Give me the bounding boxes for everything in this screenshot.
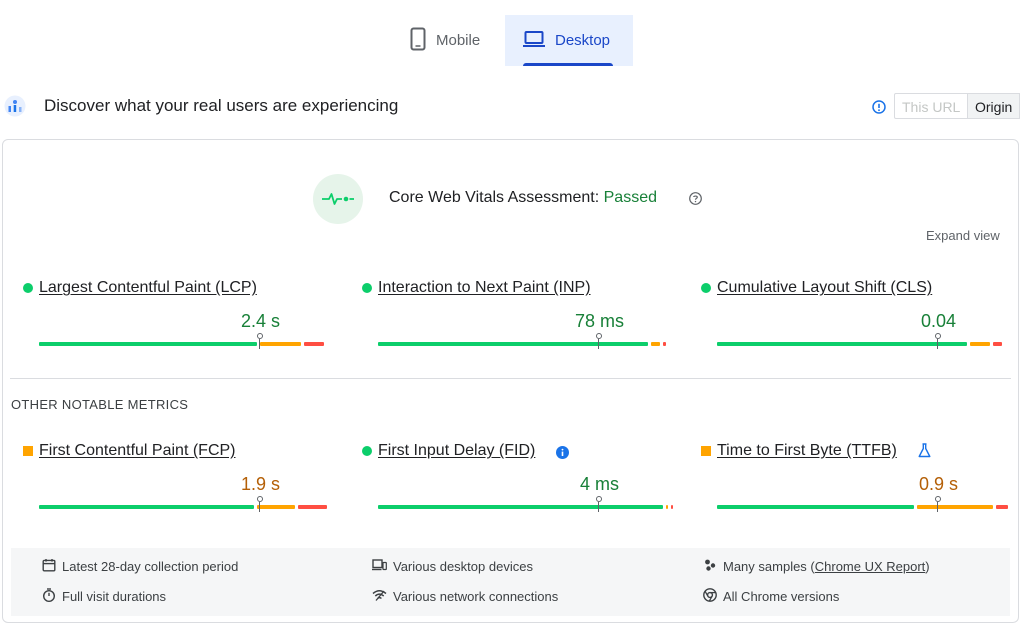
needs-improvement-segment [259,342,301,346]
needs-improvement-segment [256,505,295,509]
wifi-icon [372,588,393,605]
help-icon[interactable] [689,192,702,205]
needs-improvement-segment [916,505,994,509]
poor-segment [996,505,1008,509]
poor-segment [663,342,667,346]
metric-inp-link[interactable]: Interaction to Next Paint (INP) [378,279,591,296]
p75-marker-stem [258,339,261,349]
good-rating-dot [23,283,33,293]
tab-desktop-label: Desktop [555,32,611,49]
data-source-footer [11,548,1010,616]
p75-marker [934,333,941,339]
p75-marker [595,333,602,339]
p75-marker-stem [936,339,939,349]
metric-fid-value: 4 ms [579,474,619,494]
origin-toggle[interactable]: Origin [968,93,1021,119]
p75-marker [595,496,602,502]
good-segment [39,342,257,346]
metric-lcp-value: 2.4 s [240,311,280,331]
tab-mobile[interactable]: Mobile [400,15,504,66]
needs-improvement-segment [651,342,661,346]
metric-fid-distribution-bar [378,496,674,512]
metric-cls-distribution-bar [717,333,1011,349]
section-divider [10,378,1011,379]
poor-segment [297,505,328,509]
laptop-icon [523,30,555,52]
this-url-toggle[interactable]: This URL [894,93,969,119]
network-text: Various network connections [393,589,559,604]
metric-lcp-distribution-bar [39,333,333,349]
field-data-panel [2,139,1019,623]
visit-duration-text: Full visit durations [62,589,167,604]
good-segment [378,505,664,509]
chrome-versions-item: All Chrome versions [703,588,839,605]
expand-view-link[interactable]: Expand view [926,228,1000,243]
metric-ttfb-value: 0.9 s [918,474,958,494]
good-rating-dot [701,283,711,293]
devices-icon [372,558,393,575]
p75-marker-stem [936,502,939,512]
good-segment [717,342,967,346]
good-segment [717,505,914,509]
experimental-flask-icon [918,443,931,458]
calendar-icon [42,558,62,575]
metric-cls-link[interactable]: Cumulative Layout Shift (CLS) [717,279,933,296]
collection-period-text: Latest 28-day collection period [62,559,239,574]
metric-ttfb-distribution-bar [717,496,1011,512]
chrome-versions-text: All Chrome versions [723,589,840,604]
metric-lcp-link[interactable]: Largest Contentful Paint (LCP) [39,279,257,296]
metric-inp-distribution-bar [378,333,672,349]
p75-marker [256,496,263,502]
metric-fcp-value: 1.9 s [240,474,280,494]
devices-text: Various desktop devices [393,559,533,574]
needs-improvement-square [23,446,33,456]
p75-marker-stem [597,502,600,512]
p75-marker [256,333,263,339]
good-rating-dot [362,446,372,456]
other-metrics-heading: OTHER NOTABLE METRICS [11,397,189,412]
poor-segment [303,342,325,346]
metric-fcp-distribution-bar [39,496,333,512]
needs-improvement-segment [969,342,991,346]
crux-icon [4,95,26,117]
collection-period-item: Latest 28-day collection period [42,558,238,575]
smartphone-icon [410,27,436,55]
info-icon[interactable] [872,100,886,114]
info-icon[interactable] [556,446,569,459]
p75-marker-stem [597,339,600,349]
needs-improvement-segment [666,505,669,509]
people-icon [703,558,723,575]
stopwatch-icon [42,588,62,605]
p75-marker-stem [258,502,261,512]
poor-segment [993,342,1003,346]
metric-ttfb-link[interactable]: Time to First Byte (TTFB) [717,442,897,459]
poor-segment [671,505,674,509]
page-title: Discover what your real users are experi… [44,96,399,115]
samples-item: Many samples (Chrome UX Report) [703,558,930,575]
devices-item: Various desktop devices [372,558,533,575]
tab-mobile-label: Mobile [436,32,481,49]
metric-fcp-link[interactable]: First Contentful Paint (FCP) [39,442,236,459]
good-segment [378,342,649,346]
good-segment [39,505,254,509]
assessment-title: Core Web Vitals Assessment: Passed [389,189,657,207]
p75-marker [934,496,941,502]
metric-inp-value: 78 ms [574,311,624,331]
assessment-label: Core Web Vitals Assessment: [389,189,600,206]
vitals-pulse-icon [313,174,363,224]
tab-selected-indicator [523,63,613,66]
samples-text: Many samples ( [723,559,815,574]
tab-desktop[interactable]: Desktop [505,15,633,66]
visit-duration-item: Full visit durations [42,588,166,605]
metric-cls-value: 0.04 [920,311,956,331]
network-item: Various network connections [372,588,558,605]
good-rating-dot [362,283,372,293]
needs-improvement-square [701,446,711,456]
samples-text-end: ) [925,559,930,574]
assessment-status: Passed [603,189,657,206]
chrome-ux-report-link[interactable]: Chrome UX Report [814,559,926,574]
chrome-icon [703,588,723,605]
metric-fid-link[interactable]: First Input Delay (FID) [378,442,536,459]
